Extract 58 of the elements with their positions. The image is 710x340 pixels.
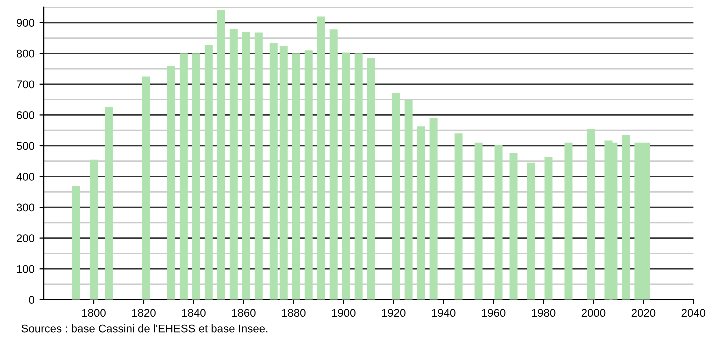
x-tick-label: 2000 [582, 309, 606, 318]
y-tick-label: 900 [16, 19, 35, 28]
bar [292, 54, 300, 300]
bar [180, 54, 188, 300]
bar [417, 126, 426, 300]
bar [142, 76, 150, 300]
bar [270, 43, 278, 300]
y-tick-label: 600 [17, 111, 35, 120]
bar [544, 157, 553, 300]
bar [510, 153, 518, 300]
bar [527, 162, 536, 300]
y-tick-label: 200 [17, 234, 35, 242]
x-tick-label: 2040 [682, 309, 706, 318]
bar [564, 142, 573, 300]
x-tick-label: 1820 [132, 309, 156, 318]
x-tick-label: 1940 [432, 309, 456, 318]
bar [217, 10, 226, 300]
y-tick-label: 500 [16, 142, 35, 150]
bar [72, 186, 80, 300]
bar [230, 29, 238, 300]
bar [354, 54, 363, 300]
bar [392, 93, 400, 300]
x-tick-label: 1800 [82, 309, 106, 318]
x-tick-label: 2020 [632, 309, 656, 318]
x-tick-label: 1860 [232, 309, 256, 318]
y-tick-label: 100 [17, 265, 35, 274]
x-tick-label: 1920 [382, 309, 406, 318]
bar [367, 58, 376, 300]
y-tick-label: 0 [29, 296, 35, 304]
bar [622, 135, 630, 300]
bar [317, 16, 326, 300]
bar [587, 129, 596, 300]
x-tick-label: 1900 [332, 309, 356, 318]
x-tick-label: 1980 [532, 309, 556, 318]
bar [454, 134, 463, 300]
bar [254, 32, 263, 300]
bar [104, 108, 113, 300]
x-tick-label: 1880 [282, 309, 306, 318]
bar [242, 32, 250, 300]
x-tick-label: 1840 [182, 309, 206, 318]
bar [304, 50, 313, 300]
y-tick-label: 300 [16, 204, 35, 212]
bar [430, 118, 438, 300]
bar [90, 160, 98, 300]
x-tick-label: 1960 [482, 309, 506, 318]
bar [280, 46, 288, 300]
bar [494, 145, 503, 300]
bar [204, 45, 213, 300]
bar [404, 100, 413, 300]
bar [192, 54, 200, 300]
bar [342, 52, 350, 300]
bar [474, 142, 483, 300]
y-tick-label: 800 [16, 50, 35, 58]
y-tick-label: 700 [17, 80, 35, 89]
bar [167, 66, 176, 300]
y-tick-label: 400 [16, 173, 35, 181]
bar [330, 30, 338, 300]
source-note: Sources : base Cassini de l'EHESS et base Insee. [22, 324, 268, 333]
